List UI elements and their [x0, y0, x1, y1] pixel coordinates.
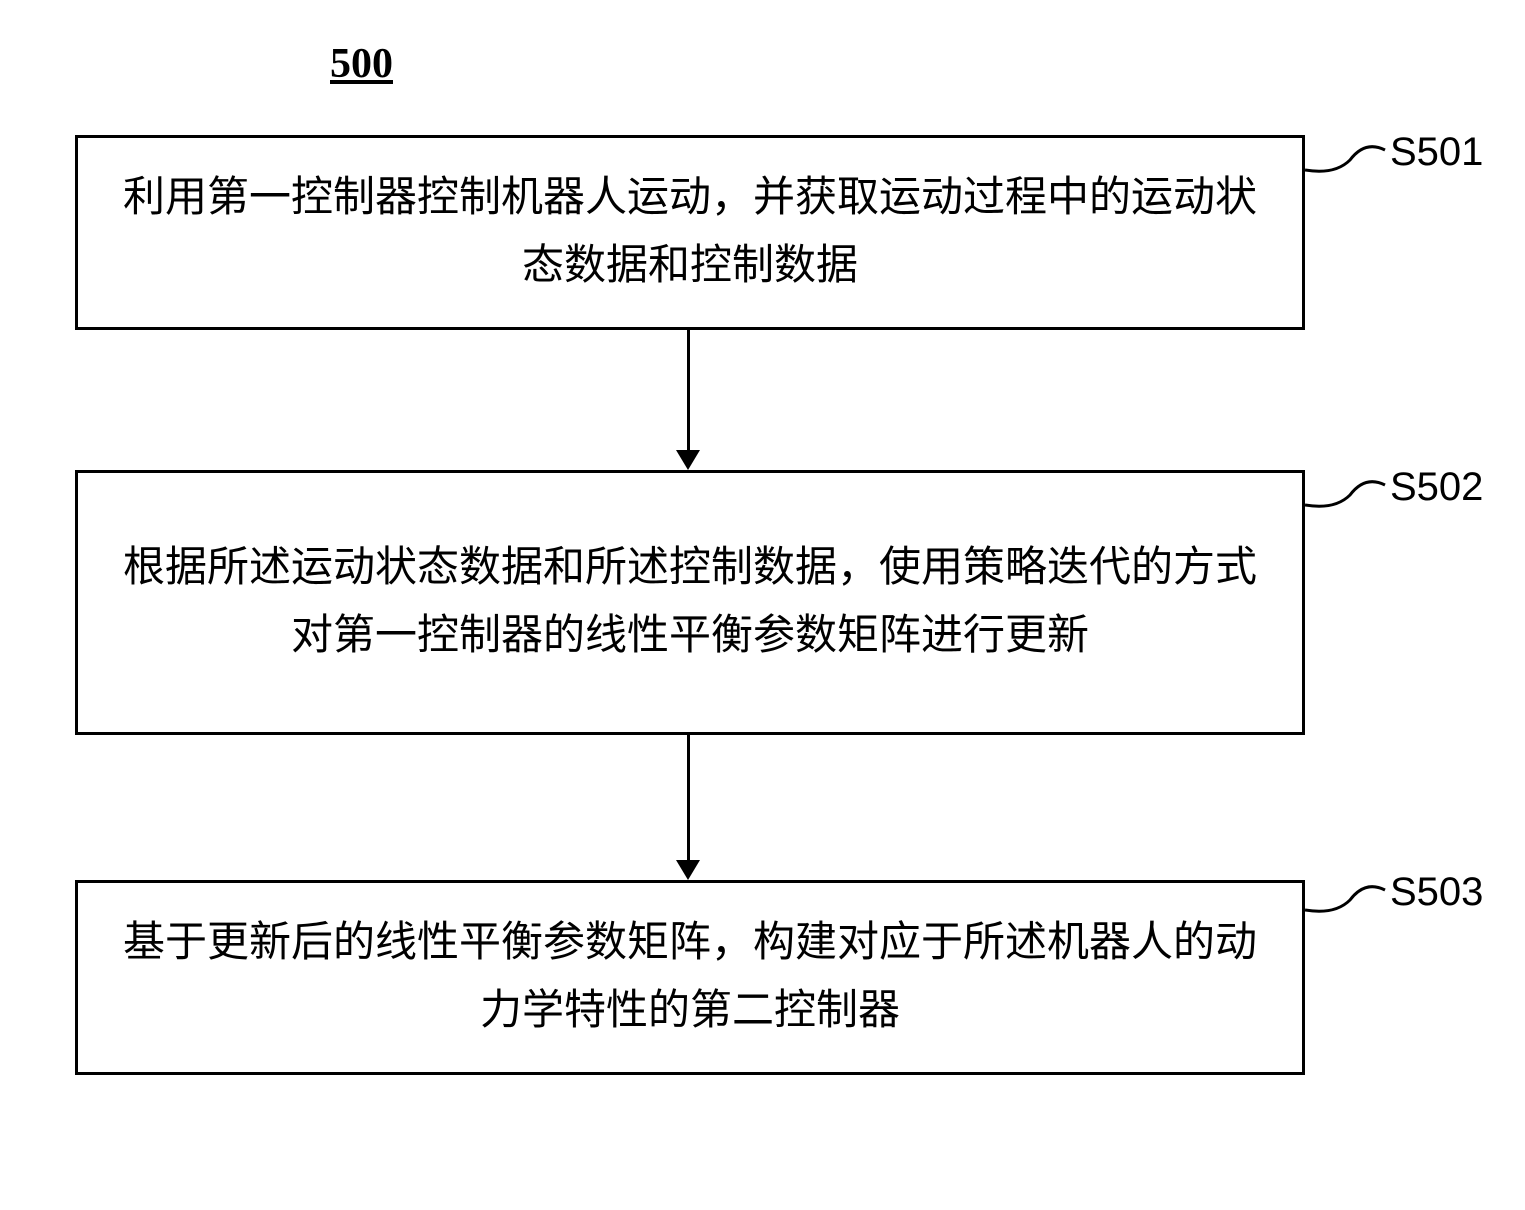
- arrow-2-line: [687, 735, 690, 860]
- arrow-1: [676, 330, 700, 470]
- step-3-text: 基于更新后的线性平衡参数矩阵，构建对应于所述机器人的动力学特性的第二控制器: [118, 910, 1262, 1044]
- connector-curve-1: [1305, 130, 1390, 185]
- flowchart-step-3: 基于更新后的线性平衡参数矩阵，构建对应于所述机器人的动力学特性的第二控制器: [75, 880, 1305, 1075]
- step-2-text: 根据所述运动状态数据和所述控制数据，使用策略迭代的方式对第一控制器的线性平衡参数…: [118, 535, 1262, 669]
- step-1-text: 利用第一控制器控制机器人运动，并获取运动过程中的运动状态数据和控制数据: [118, 165, 1262, 299]
- arrow-1-line: [687, 330, 690, 450]
- step-3-label: S503: [1390, 870, 1483, 915]
- step-2-label: S502: [1390, 465, 1483, 510]
- flowchart-step-1: 利用第一控制器控制机器人运动，并获取运动过程中的运动状态数据和控制数据: [75, 135, 1305, 330]
- arrow-2: [676, 735, 700, 880]
- arrow-2-head: [676, 860, 700, 880]
- step-1-label: S501: [1390, 130, 1483, 175]
- flowchart-step-2: 根据所述运动状态数据和所述控制数据，使用策略迭代的方式对第一控制器的线性平衡参数…: [75, 470, 1305, 735]
- arrow-1-head: [676, 450, 700, 470]
- connector-curve-3: [1305, 870, 1390, 925]
- diagram-title: 500: [330, 40, 393, 88]
- connector-curve-2: [1305, 465, 1390, 520]
